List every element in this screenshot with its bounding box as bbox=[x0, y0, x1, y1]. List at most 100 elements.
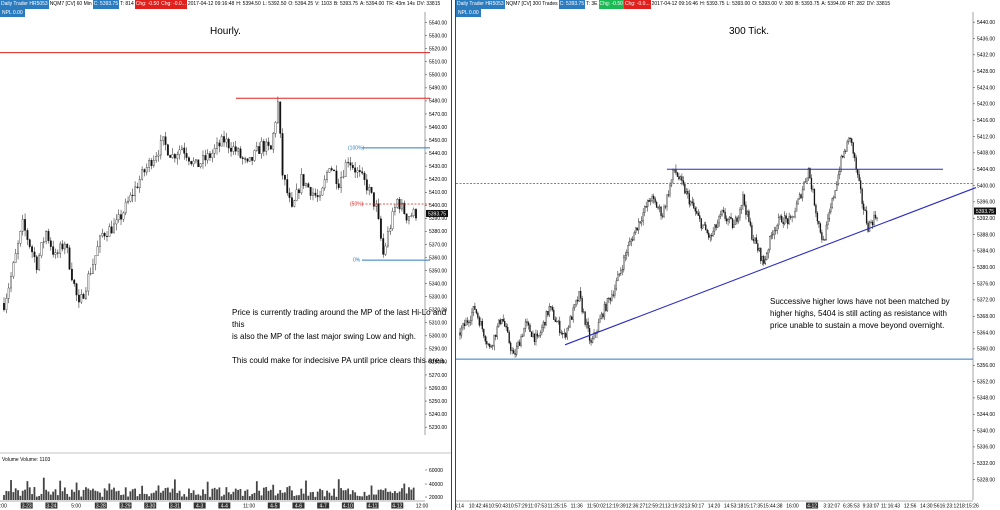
candle-body bbox=[12, 262, 15, 277]
volume-bar bbox=[141, 485, 144, 500]
candle-body bbox=[274, 122, 277, 134]
volume-bar bbox=[131, 489, 134, 500]
candle-body bbox=[696, 211, 698, 214]
volume-bar bbox=[379, 489, 382, 500]
candle-body bbox=[708, 232, 710, 238]
candle-body bbox=[520, 336, 522, 346]
last-price-tag bbox=[974, 207, 996, 215]
candle-body bbox=[612, 294, 615, 296]
volume-bar bbox=[206, 481, 209, 500]
candle-body bbox=[342, 176, 345, 178]
hourly-chart-canvas[interactable]: 5540.00 5530.00 5520.00 5510.00 5500.00 5490.… bbox=[0, 0, 451, 510]
volume-bar bbox=[312, 491, 314, 500]
candle-body bbox=[792, 216, 795, 218]
candle-body bbox=[646, 200, 649, 208]
volume-bar bbox=[10, 480, 12, 500]
volume-bar bbox=[295, 495, 298, 500]
y-tick-label: 5340.00 bbox=[429, 281, 447, 287]
y-tick-label: 5460.00 bbox=[429, 125, 447, 131]
volume-bar bbox=[234, 488, 237, 500]
y-tick-label: 5388.00 bbox=[977, 232, 995, 238]
candle-body bbox=[31, 246, 34, 253]
candle-body bbox=[629, 241, 631, 246]
note-line: price unable to sustain a move beyond ov… bbox=[770, 321, 945, 330]
candle-body bbox=[178, 149, 181, 155]
candle-body bbox=[474, 306, 476, 310]
candle-body bbox=[386, 231, 389, 247]
volume-bar bbox=[237, 489, 239, 500]
candle-body bbox=[468, 322, 470, 324]
candle-body bbox=[739, 209, 741, 218]
candle-body bbox=[655, 202, 658, 208]
candle-body bbox=[636, 227, 638, 231]
candle-body bbox=[283, 175, 286, 180]
note-line: higher highs, 5404 is still acting as re… bbox=[770, 309, 947, 318]
time-axis-label: 4-7 bbox=[320, 504, 327, 510]
candle-body bbox=[600, 313, 603, 319]
candle-body bbox=[740, 205, 743, 210]
candle-body bbox=[868, 221, 871, 232]
candle-body bbox=[657, 207, 659, 209]
candle-body bbox=[848, 137, 850, 142]
candle-body bbox=[761, 256, 763, 262]
volume-bar bbox=[14, 488, 17, 500]
volume-bar bbox=[220, 496, 223, 500]
candle-body bbox=[569, 316, 571, 328]
candle-body bbox=[801, 189, 804, 199]
candle-body bbox=[490, 346, 492, 348]
candle-body bbox=[255, 146, 258, 151]
candle-body bbox=[75, 283, 78, 296]
candle-body bbox=[851, 138, 853, 143]
candle-body bbox=[591, 338, 594, 343]
y-tick-label: 5372.00 bbox=[977, 298, 995, 304]
candle-body bbox=[767, 249, 769, 254]
candle-body bbox=[828, 211, 830, 219]
candle-body bbox=[495, 334, 497, 337]
candle-body bbox=[493, 334, 495, 346]
candle-body bbox=[688, 193, 691, 205]
candle-body bbox=[134, 186, 137, 196]
candle-body bbox=[10, 276, 12, 289]
y-tick-label: 5500.00 bbox=[429, 73, 447, 79]
volume-bar bbox=[358, 496, 361, 500]
candle-body bbox=[831, 198, 833, 208]
candle-body bbox=[204, 155, 207, 161]
candle-body bbox=[588, 328, 591, 341]
time-axis-label: 11:16:43 bbox=[881, 504, 900, 510]
tick-chart-canvas[interactable]: 5440.00 5436.00 5432.00 5428.00 5424.00 5420.… bbox=[456, 0, 1000, 510]
volume-value: V: 1103 bbox=[315, 1, 332, 7]
candle-body bbox=[559, 320, 561, 333]
candle-body bbox=[545, 311, 548, 326]
low-value: L: 5393.00 bbox=[726, 1, 751, 7]
candle-body bbox=[38, 255, 41, 270]
candle-body bbox=[47, 231, 50, 241]
candle-body bbox=[498, 319, 500, 327]
candle-body bbox=[251, 157, 254, 161]
candle-body bbox=[197, 159, 200, 168]
volume-bar bbox=[351, 490, 354, 500]
candle-body bbox=[862, 203, 865, 211]
candle-body bbox=[824, 239, 826, 241]
candle-body bbox=[372, 192, 375, 207]
date-label-box bbox=[366, 502, 379, 509]
time-axis-label: 14:53:18 bbox=[724, 504, 744, 510]
candle-body bbox=[645, 206, 647, 208]
candle-body bbox=[515, 346, 518, 355]
candle-body bbox=[602, 313, 604, 318]
y-tick-label: 5436.00 bbox=[977, 36, 995, 42]
date-label-box bbox=[45, 502, 58, 509]
candle-body bbox=[550, 306, 552, 308]
candle-body bbox=[288, 192, 291, 198]
tick-chart-panel[interactable]: Daily Trader HR5053 NQM7 [CV] 300 Trades C… bbox=[455, 0, 1000, 510]
volume-bar bbox=[28, 487, 31, 500]
candle-body bbox=[141, 169, 144, 180]
candle-body bbox=[821, 232, 823, 240]
hourly-chart-panel[interactable]: Daily Trader HR5053 NQM7 [CV] 60 Min C: 53… bbox=[0, 0, 452, 510]
volume-bar bbox=[68, 496, 71, 500]
date-label-box bbox=[341, 502, 354, 509]
candle-body bbox=[239, 148, 242, 158]
volume-bar bbox=[387, 491, 389, 500]
y-tick-label: 5310.00 bbox=[429, 321, 447, 327]
volume-bar bbox=[239, 488, 242, 500]
time-axis-label: 15:17:35 bbox=[743, 504, 763, 510]
